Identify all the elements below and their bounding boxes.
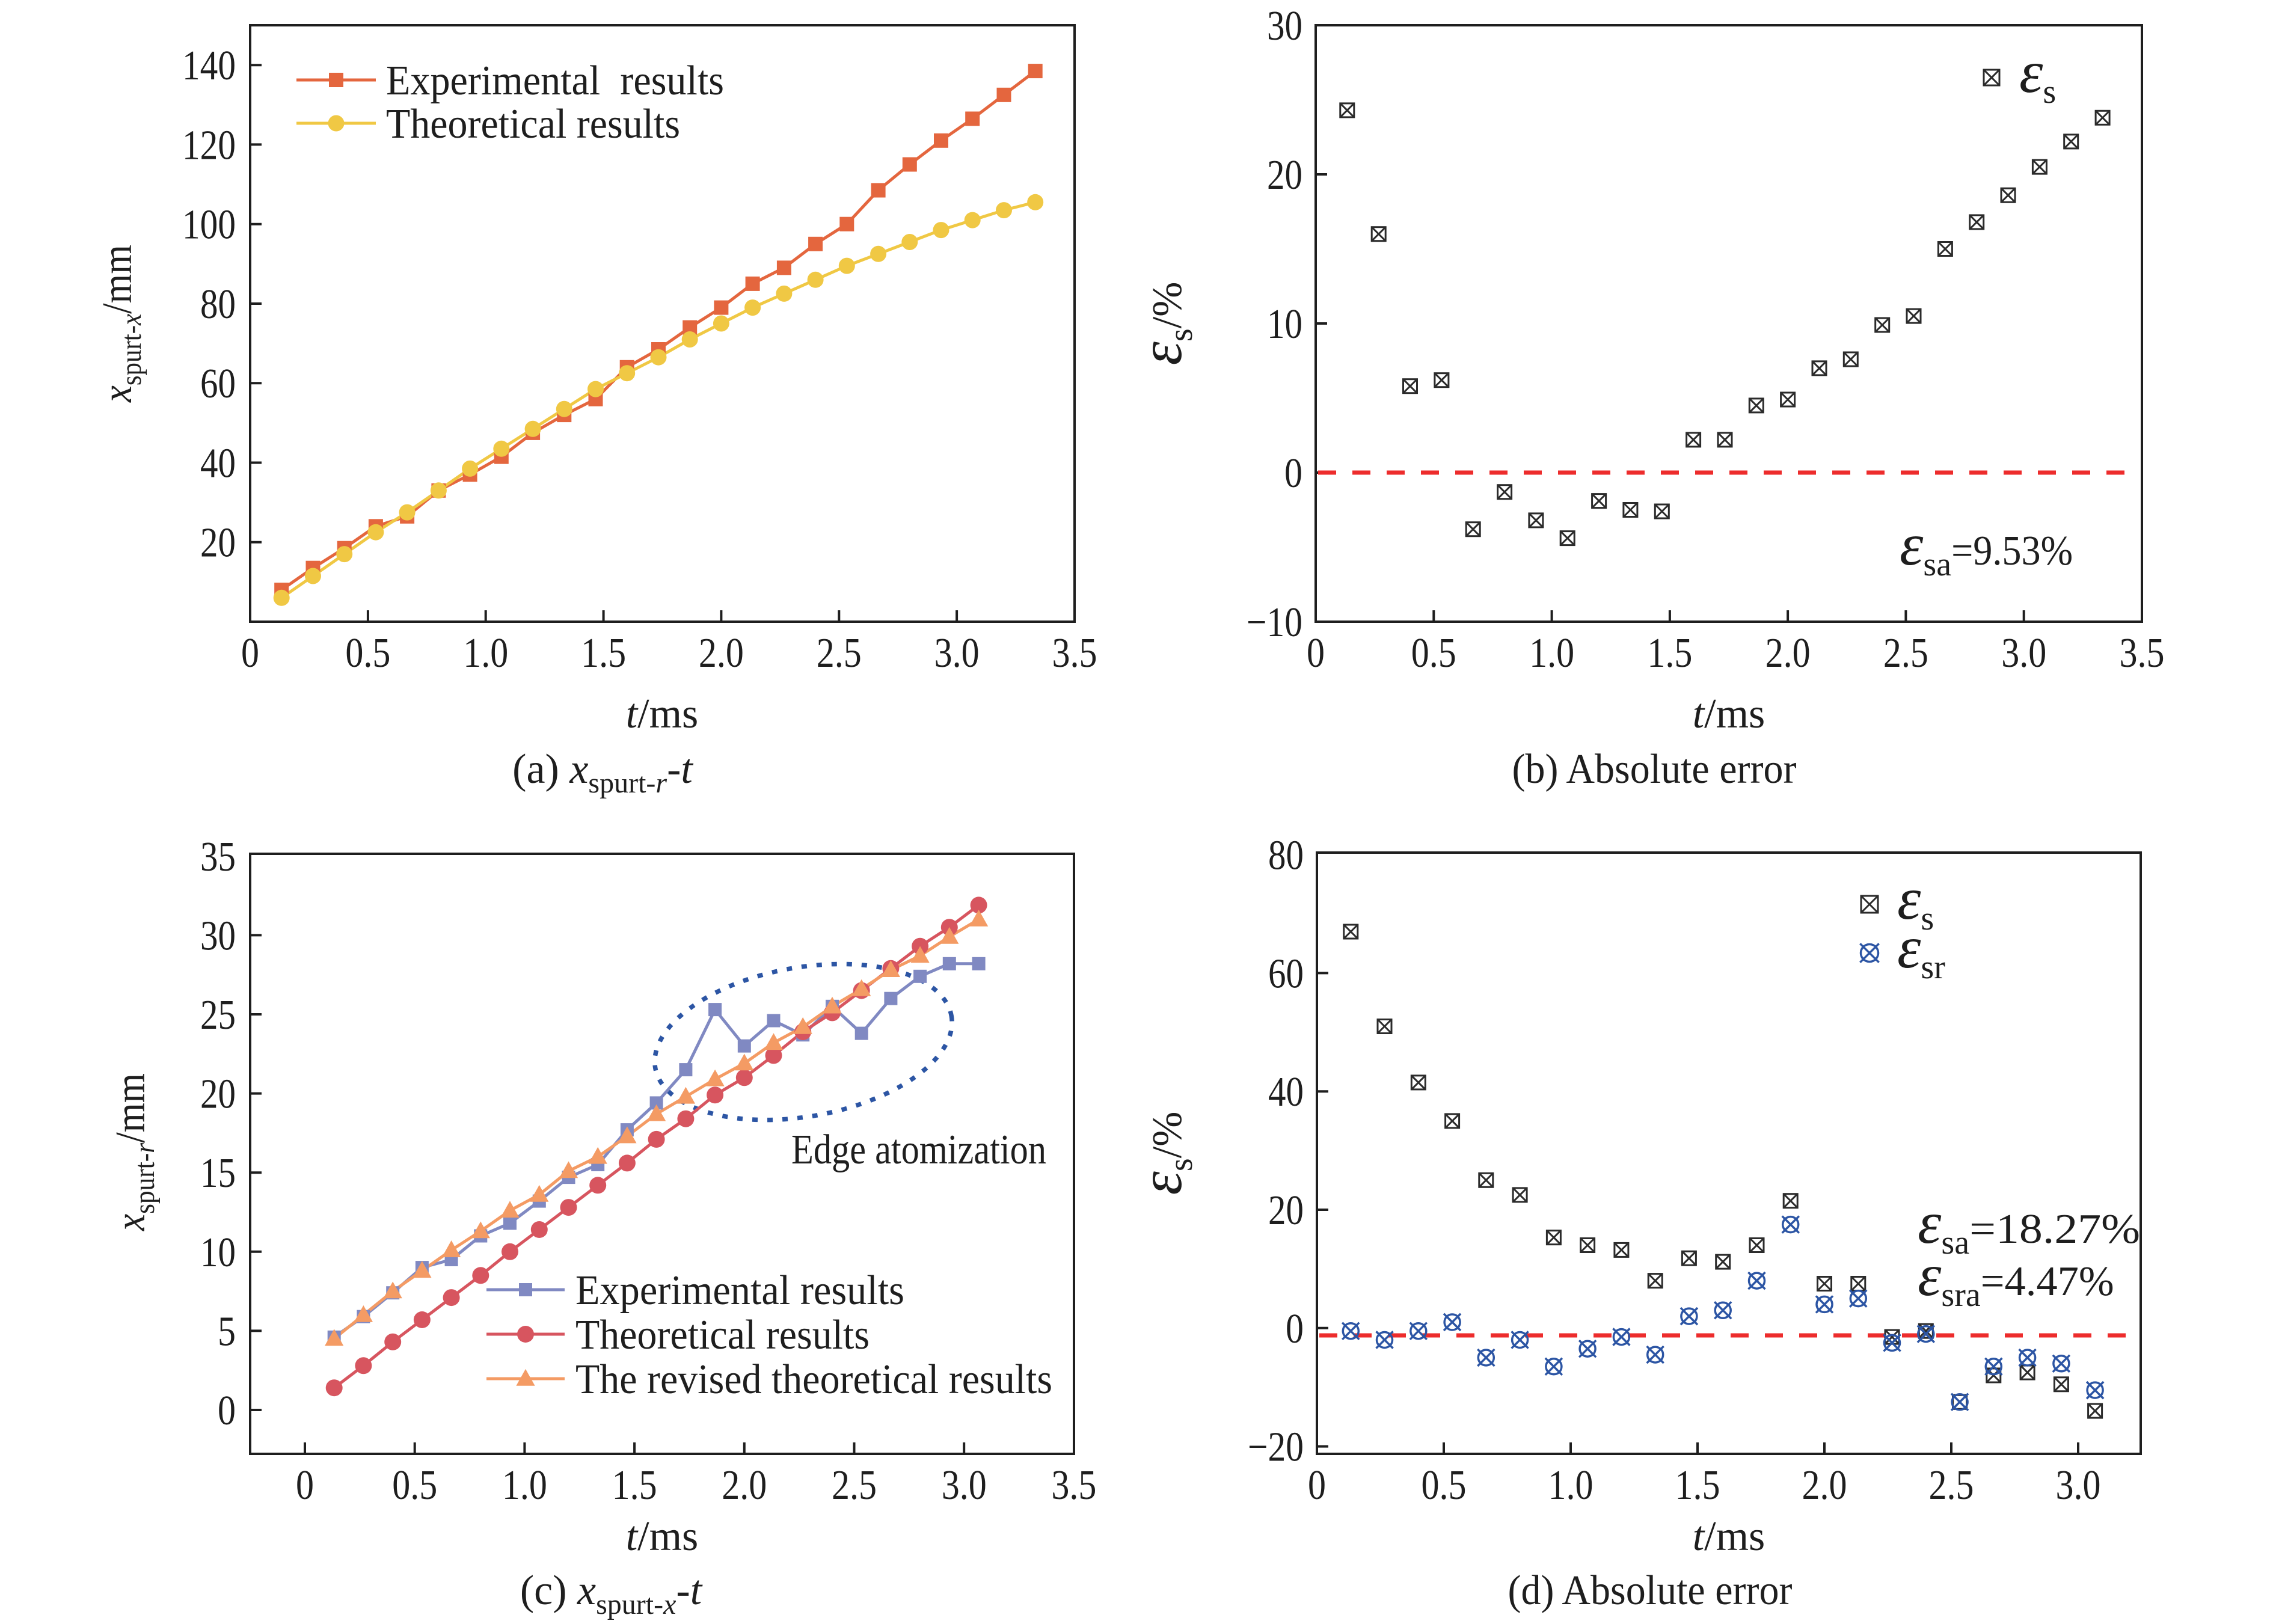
svg-text:0: 0 (241, 630, 259, 676)
svg-text:20: 20 (200, 1071, 236, 1118)
svg-text:30: 30 (1267, 3, 1302, 49)
svg-text:t/ms: t/ms (1693, 1513, 1765, 1560)
svg-text:0: 0 (1308, 1462, 1326, 1509)
svg-text:1.0: 1.0 (1548, 1462, 1594, 1509)
svg-text:80: 80 (1268, 833, 1304, 879)
svg-text:20: 20 (1268, 1187, 1304, 1234)
svg-text:3.0: 3.0 (2001, 630, 2046, 676)
svg-text:3.5: 3.5 (2120, 630, 2165, 676)
svg-text:40: 40 (200, 441, 236, 487)
svg-text:Theoretical results: Theoretical results (575, 1312, 870, 1358)
svg-text:140: 140 (182, 43, 236, 89)
svg-text:εsra=4.47%: εsra=4.47% (1918, 1242, 2114, 1314)
svg-text:Experimental results: Experimental results (386, 58, 724, 104)
svg-text:−20: −20 (1248, 1424, 1304, 1471)
svg-text:40: 40 (1268, 1069, 1304, 1115)
svg-text:60: 60 (200, 361, 236, 407)
svg-text:Experimental results: Experimental results (575, 1267, 904, 1314)
svg-text:0.5: 0.5 (345, 630, 390, 676)
svg-text:t/ms: t/ms (626, 1513, 699, 1560)
svg-text:(c) xspurt-x-t: (c) xspurt-x-t (520, 1567, 703, 1620)
svg-text:t/ms: t/ms (626, 691, 699, 737)
svg-text:Edge atomization: Edge atomization (791, 1127, 1046, 1173)
svg-text:1.5: 1.5 (1675, 1462, 1720, 1509)
svg-text:0.5: 0.5 (1411, 630, 1456, 676)
svg-text:Theoretical results: Theoretical results (386, 101, 680, 147)
svg-text:3.5: 3.5 (1051, 1462, 1096, 1509)
svg-text:5: 5 (218, 1308, 236, 1355)
svg-text:20: 20 (200, 520, 236, 566)
svg-text:2.5: 2.5 (1883, 630, 1928, 676)
svg-text:1.5: 1.5 (1647, 630, 1692, 676)
svg-text:2.0: 2.0 (1802, 1462, 1847, 1509)
svg-text:2.5: 2.5 (1929, 1462, 1974, 1509)
svg-text:0: 0 (296, 1462, 314, 1509)
svg-text:80: 80 (200, 281, 236, 328)
svg-text:20: 20 (1267, 152, 1302, 198)
svg-text:εsa=9.53%: εsa=9.53% (1900, 511, 2073, 583)
svg-text:3.0: 3.0 (934, 630, 980, 676)
svg-text:1.0: 1.0 (1529, 630, 1574, 676)
svg-text:(d) Absolute error: (d) Absolute error (1508, 1567, 1793, 1614)
svg-text:0.5: 0.5 (392, 1462, 437, 1509)
svg-text:120: 120 (182, 122, 236, 168)
svg-text:0.5: 0.5 (1422, 1462, 1467, 1509)
svg-text:εs: εs (1897, 865, 1934, 937)
svg-text:εsr: εsr (1897, 914, 1945, 986)
svg-text:2.0: 2.0 (699, 630, 744, 676)
svg-text:1.5: 1.5 (581, 630, 626, 676)
svg-text:1.0: 1.0 (502, 1462, 547, 1509)
svg-text:εs/%: εs/% (1127, 282, 1200, 366)
svg-text:3.0: 3.0 (2056, 1462, 2101, 1509)
svg-text:2.0: 2.0 (722, 1462, 767, 1509)
svg-text:−10: −10 (1247, 599, 1302, 646)
svg-text:xspurt-x/mm: xspurt-x/mm (94, 245, 147, 403)
svg-text:3.5: 3.5 (1052, 630, 1097, 676)
svg-text:εs: εs (2019, 38, 2056, 111)
svg-text:t/ms: t/ms (1693, 691, 1765, 737)
svg-text:(b) Absolute error: (b) Absolute error (1512, 746, 1797, 792)
svg-text:εsa=18.27%: εsa=18.27% (1918, 1189, 2140, 1261)
svg-text:60: 60 (1268, 951, 1304, 997)
svg-text:2.5: 2.5 (832, 1462, 877, 1509)
svg-text:1.5: 1.5 (612, 1462, 657, 1509)
svg-text:15: 15 (200, 1150, 236, 1197)
svg-text:2.5: 2.5 (817, 630, 862, 676)
svg-text:1.0: 1.0 (463, 630, 508, 676)
svg-text:0: 0 (1284, 450, 1302, 497)
svg-text:0: 0 (1286, 1306, 1304, 1352)
svg-text:100: 100 (182, 202, 236, 248)
svg-text:3.0: 3.0 (942, 1462, 987, 1509)
svg-text:35: 35 (200, 834, 236, 880)
svg-text:30: 30 (200, 913, 236, 959)
svg-text:εs/%: εs/% (1127, 1112, 1200, 1195)
svg-text:2.0: 2.0 (1765, 630, 1811, 676)
svg-text:10: 10 (200, 1230, 236, 1276)
svg-text:0: 0 (218, 1388, 236, 1434)
svg-text:xspurt-r/mm: xspurt-r/mm (108, 1073, 161, 1231)
svg-text:10: 10 (1267, 301, 1302, 348)
svg-text:The revised theoretical result: The revised theoretical results (575, 1356, 1052, 1403)
svg-text:0: 0 (1307, 630, 1325, 676)
svg-text:25: 25 (200, 992, 236, 1038)
